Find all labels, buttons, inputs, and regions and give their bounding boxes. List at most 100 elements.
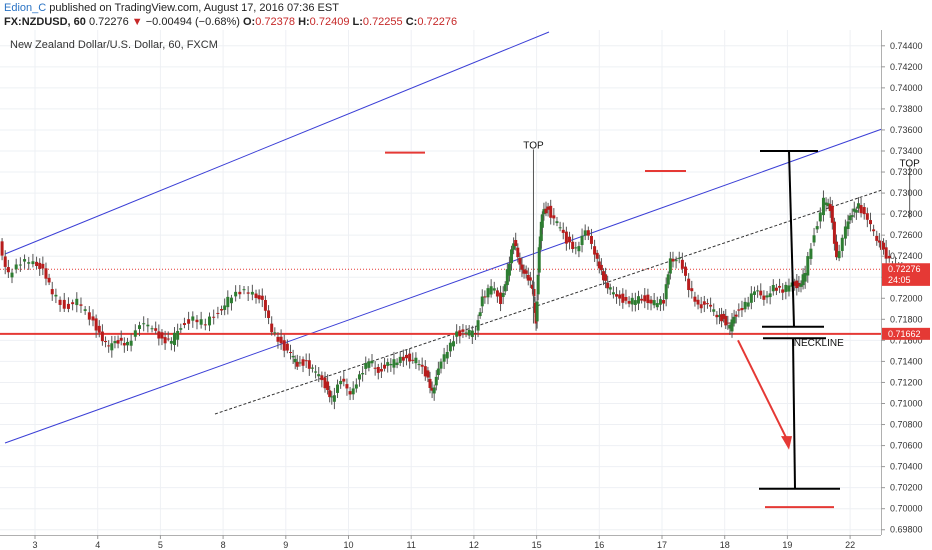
price-tag-box (882, 263, 930, 276)
candle-body (486, 288, 490, 298)
candle-body (420, 364, 424, 367)
x-tick-label: 15 (532, 540, 542, 550)
candle-body (812, 235, 816, 243)
candle-body (110, 343, 114, 351)
candle-body (3, 256, 7, 267)
price-tag-box (882, 327, 930, 340)
candle-body (558, 227, 562, 229)
candle-body (728, 325, 732, 329)
candle-body (717, 315, 721, 317)
candle-body (662, 299, 666, 304)
candle-body (674, 260, 678, 262)
candle-body (643, 295, 647, 302)
candle-body (351, 388, 355, 395)
candle-body (868, 220, 872, 225)
candle-body (848, 215, 852, 221)
chart-drawings (0, 31, 883, 444)
candle-body (655, 303, 659, 308)
candle-body (522, 269, 526, 274)
candle-body (846, 221, 850, 230)
x-tick-label: 3 (32, 540, 37, 550)
x-tick-label: 8 (221, 540, 226, 550)
candle-body (14, 264, 18, 270)
candle-body (379, 369, 383, 372)
x-tick-label: 5 (158, 540, 163, 550)
candle-body (835, 241, 839, 258)
candle-body (342, 378, 346, 382)
candle-body (169, 341, 173, 344)
candle-body (187, 319, 191, 324)
candle-body (208, 316, 212, 326)
candle-body (62, 299, 66, 309)
candle-body (806, 256, 810, 276)
y-tick-label: 0.73400 (890, 146, 923, 156)
candle-body (395, 362, 399, 366)
x-tick-label: 10 (343, 540, 353, 550)
y-tick-label: 0.70600 (890, 441, 923, 451)
publish-line: Edion_C published on TradingView.com, Au… (4, 2, 339, 14)
price-tag-label: 24:05 (888, 275, 911, 285)
candle-body (624, 297, 628, 301)
candle-body (317, 374, 321, 377)
candle-body (768, 293, 772, 298)
candle-body (480, 296, 484, 307)
candle-body (696, 299, 700, 305)
candle-body (439, 361, 443, 369)
price-chart[interactable]: New Zealand Dollar/U.S. Dollar, 60, FXCM… (0, 30, 932, 550)
candle-body (242, 289, 246, 291)
low-value: 0.72255 (362, 16, 403, 28)
symbol-label: FX:NZDUSD, 60 (4, 16, 86, 28)
down-arrow-icon: ▼ (131, 16, 143, 28)
candle-body (671, 258, 675, 262)
y-tick-label: 0.71200 (890, 377, 923, 387)
candle-body (142, 323, 146, 325)
candle-body (367, 361, 371, 368)
candle-body (737, 309, 741, 311)
candle-body (561, 229, 565, 233)
candle-body (536, 274, 540, 295)
y-tick-label: 0.69800 (890, 525, 923, 535)
candle-body (414, 357, 418, 364)
candle-body (597, 261, 601, 269)
author-link[interactable]: Edion_C (4, 2, 47, 14)
candle-body (784, 284, 788, 292)
candle-body (41, 263, 45, 269)
candle-body (818, 212, 822, 222)
candle-body (512, 243, 516, 250)
y-tick-label: 0.72800 (890, 209, 923, 219)
candle-body (270, 323, 274, 333)
candle-body (291, 355, 295, 358)
chart-grid (0, 30, 881, 535)
y-tick-label: 0.72600 (890, 230, 923, 240)
candle-body (752, 291, 756, 295)
candle-body (38, 262, 42, 269)
candle-body (799, 283, 803, 287)
candle-body (759, 290, 763, 296)
candle-body (154, 328, 158, 331)
candle-body (852, 208, 856, 212)
time-axis[interactable]: 3 4 5 8 9 10 11 12 15 16 17 18 19 22 (32, 535, 855, 550)
candle-body (538, 236, 542, 250)
candle-body (94, 318, 98, 331)
candle-body (859, 205, 863, 214)
candle-body (510, 249, 514, 264)
candle-body (611, 292, 615, 295)
candle-body (285, 343, 289, 351)
candle-body (436, 368, 440, 376)
candle-body (803, 272, 807, 282)
candle-body (282, 340, 286, 351)
candle-body (621, 293, 625, 303)
candle-body (35, 261, 39, 266)
y-tick-label: 0.72000 (890, 293, 923, 303)
lower-trendline (214, 189, 883, 415)
y-tick-label: 0.72400 (890, 251, 923, 261)
candle-body (546, 206, 550, 210)
candle-body (389, 363, 393, 366)
candle-body (66, 303, 70, 309)
candle-body (568, 236, 572, 243)
candle-body (544, 208, 548, 214)
candle-body (604, 274, 608, 281)
chart-subtitle: New Zealand Dollar/U.S. Dollar, 60, FXCM (10, 39, 218, 51)
middle-channel-line (4, 128, 883, 444)
candle-body (54, 294, 58, 297)
